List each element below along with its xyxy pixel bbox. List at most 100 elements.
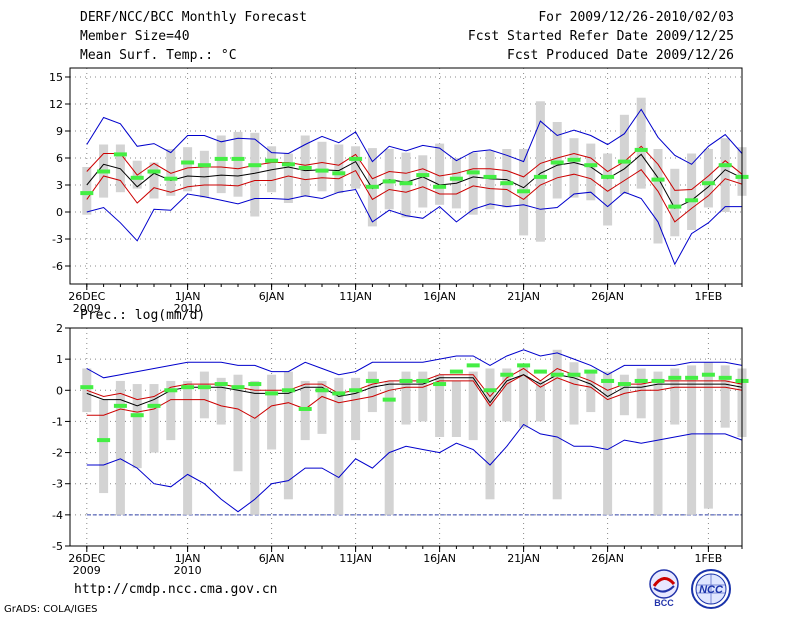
temp-obs-mark <box>181 160 195 165</box>
prec-box <box>367 371 377 413</box>
ncc-logo: NCC <box>691 569 731 609</box>
prec-obs-mark <box>130 413 144 418</box>
prec-box <box>317 380 327 434</box>
prec-mean-line <box>86 374 743 407</box>
prec-xtick-label: 21JAN <box>507 552 540 565</box>
temp-box <box>535 101 545 242</box>
temp-obs-mark <box>433 184 447 189</box>
temp-obs-mark <box>382 179 396 184</box>
temp-ytick-label: -3 <box>52 233 63 246</box>
temp-ytick-label: 6 <box>56 152 63 165</box>
prec-box <box>569 362 579 425</box>
prec-xtick-label: 26DEC <box>68 552 105 565</box>
temp-xtick-year: 2009 <box>73 302 101 315</box>
member-size: Member Size=40 <box>80 29 190 44</box>
prec-pct-high-line <box>86 367 743 401</box>
temp-box <box>82 167 92 215</box>
prec-xtick-year: 2009 <box>73 564 101 577</box>
prec-obs-mark <box>718 375 732 380</box>
prec-box <box>115 380 125 515</box>
temp-box <box>334 144 344 194</box>
temp-box <box>468 152 478 215</box>
prec-box <box>418 371 428 422</box>
prec-ytick-label: -1 <box>52 415 63 428</box>
temp-xtick-label: 1FEB <box>694 290 722 303</box>
prec-obs-mark <box>416 378 430 383</box>
prec-obs-mark <box>651 378 665 383</box>
temp-obs-mark <box>651 177 665 182</box>
temp-box <box>199 150 209 198</box>
temp-ytick-label: 3 <box>56 179 63 192</box>
prec-obs-mark <box>617 382 631 387</box>
temp-obs-mark <box>80 191 94 196</box>
temp-obs-mark <box>668 204 682 209</box>
prec-xtick-label: 11JAN <box>339 552 372 565</box>
temp-obs-mark <box>718 163 732 168</box>
source-url[interactable]: http://cmdp.ncc.cma.gov.cn <box>74 582 278 597</box>
temp-mean-line <box>86 153 743 210</box>
temp-ytick-label: 0 <box>56 206 63 219</box>
temp-box <box>552 122 562 199</box>
prec-obs-mark <box>533 369 547 374</box>
temp-xtick-label: 26JAN <box>591 290 624 303</box>
prec-obs-mark <box>668 375 682 380</box>
temp-obs-mark <box>416 173 430 178</box>
prec-obs-mark <box>550 372 564 377</box>
prec-ytick-label: -3 <box>52 478 63 491</box>
temp-obs-mark <box>617 159 631 164</box>
temp-box <box>636 97 646 189</box>
prec-obs-mark <box>231 385 245 390</box>
prec-box <box>250 380 260 515</box>
temp-ytick-label: 9 <box>56 125 63 138</box>
prec-spread-min-line <box>86 423 743 513</box>
temp-box <box>317 141 327 192</box>
temp-pct-high-line <box>86 145 743 191</box>
temp-obs-mark <box>349 156 363 161</box>
prec-ytick-label: 0 <box>56 384 63 397</box>
prec-obs-mark <box>181 385 195 390</box>
temp-xtick-year: 2010 <box>174 302 202 315</box>
prec-box <box>401 371 411 425</box>
temp-box <box>569 138 579 198</box>
prec-obs-mark <box>449 369 463 374</box>
prec-obs-mark <box>483 388 497 393</box>
temp-box <box>485 150 495 210</box>
precip-label: Prec.: log(mm/d) <box>80 308 206 323</box>
prec-box <box>199 371 209 419</box>
temp-xtick-label: 21JAN <box>507 290 540 303</box>
prec-box <box>166 380 176 441</box>
temp-ytick-label: -6 <box>52 260 63 273</box>
prec-pct-low-line <box>86 374 743 419</box>
temp-obs-mark <box>365 184 379 189</box>
temp-obs-mark <box>265 158 279 163</box>
temp-box <box>703 149 713 208</box>
temp-obs-mark <box>601 174 615 179</box>
prec-box <box>519 365 529 428</box>
bcc-logo: BCC <box>649 569 679 608</box>
temp-ytick-label: 15 <box>49 71 63 84</box>
prec-box <box>535 380 545 422</box>
temp-obs-mark <box>533 174 547 179</box>
bcc-logo-text: BCC <box>654 598 674 608</box>
prec-box <box>485 368 495 500</box>
prec-box <box>351 377 361 441</box>
temp-box <box>418 155 428 208</box>
temp-box <box>653 149 663 244</box>
prec-box <box>183 380 193 515</box>
chart-title: DERF/NCC/BCC Monthly Forecast <box>80 10 307 25</box>
prec-obs-mark <box>365 378 379 383</box>
temp-obs-mark <box>550 160 564 165</box>
temp-obs-mark <box>231 156 245 161</box>
temp-box <box>435 143 445 205</box>
prec-obs-mark <box>433 382 447 387</box>
prec-obs-mark <box>500 372 514 377</box>
prec-obs-mark <box>113 403 127 408</box>
temp-obs-mark <box>113 152 127 157</box>
temp-obs-mark <box>449 176 463 181</box>
prec-ytick-label: 1 <box>56 353 63 366</box>
forecast-start-date: Fcst Started Refer Date 2009/12/25 <box>467 29 734 44</box>
prec-box <box>334 377 344 515</box>
prec-box <box>149 384 159 453</box>
